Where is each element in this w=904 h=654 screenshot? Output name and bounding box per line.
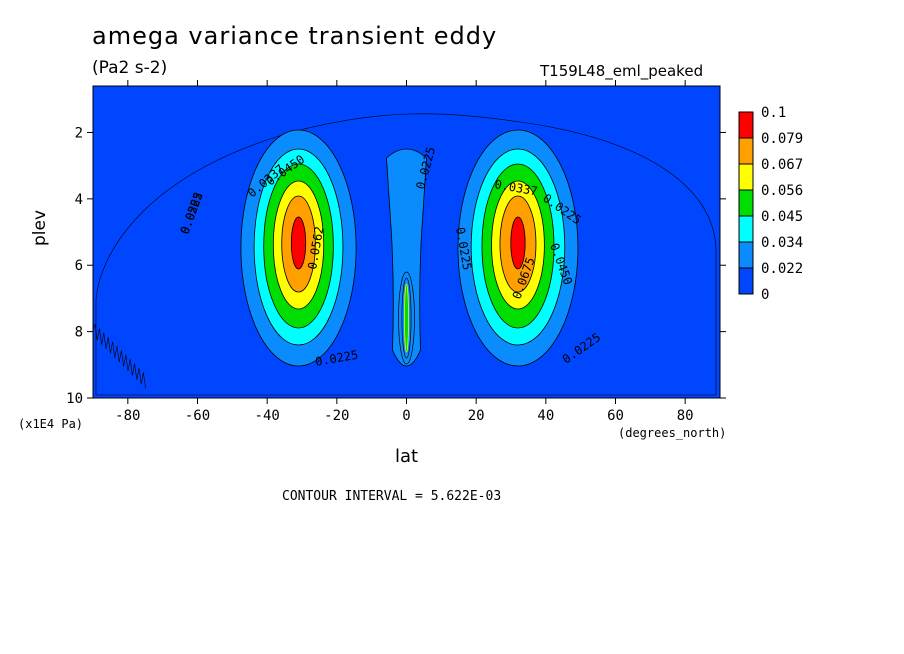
x-tick-label: 80 <box>677 408 694 424</box>
colorbar-label: 0.056 <box>761 183 803 199</box>
colorbar-swatch <box>738 137 754 165</box>
north-lobe-contour-5 <box>510 216 526 270</box>
y-axis: 2 4 6 8 10 <box>66 125 726 407</box>
equatorial-contour-2 <box>404 283 409 353</box>
colorbar-swatch <box>738 189 754 217</box>
x-tick-label: -40 <box>255 408 280 424</box>
colorbar-label: 0.079 <box>761 131 803 147</box>
colorbar-label: 0.067 <box>761 157 803 173</box>
colorbar-swatch <box>738 241 754 269</box>
colorbar-swatch <box>738 163 754 191</box>
colorbar-swatch <box>738 111 754 139</box>
x-tick-label: -20 <box>324 408 349 424</box>
south-lobe-contour-5 <box>290 216 307 270</box>
x-axis: -80 -60 -40 -20 0 20 40 60 80 <box>115 80 694 424</box>
equatorial-contour-1 <box>401 277 412 359</box>
colorbar-swatch <box>738 215 754 243</box>
y-tick-label: 6 <box>75 258 83 274</box>
run-name: T159L48_eml_peaked <box>540 62 704 80</box>
equatorial-contour-0 <box>398 271 415 365</box>
colorbar-label: 0.022 <box>761 261 803 277</box>
y-axis-title: plev <box>30 209 50 246</box>
y-tick-label: 10 <box>66 391 83 407</box>
y-tick-label: 8 <box>75 325 83 341</box>
colorbar-label: 0.034 <box>761 235 803 251</box>
x-axis-title: lat <box>395 446 419 467</box>
x-tick-label: -60 <box>185 408 210 424</box>
colorbar: 0.1 0.079 0.067 0.056 0.045 0.034 0.022 0 <box>738 105 803 303</box>
colorbar-label: 0.1 <box>761 105 786 121</box>
outer-contour <box>95 113 717 396</box>
colorbar-label: 0.045 <box>761 209 803 225</box>
x-tick-label: 40 <box>537 408 554 424</box>
chart-units: (Pa2 s-2) <box>92 58 168 78</box>
y-tick-label: 4 <box>75 192 83 208</box>
x-tick-label: -80 <box>115 408 140 424</box>
colorbar-swatch <box>738 267 754 295</box>
polar-noise-contour <box>93 323 146 389</box>
chart-title: amega variance transient eddy <box>92 22 498 50</box>
contour-plot-area <box>93 86 720 398</box>
colorbar-label: 0 <box>761 287 769 303</box>
x-tick-label: 20 <box>468 408 485 424</box>
x-tick-label: 60 <box>607 408 624 424</box>
contour-interval: CONTOUR INTERVAL = 5.622E-03 <box>282 489 502 504</box>
x-tick-label: 0 <box>402 408 410 424</box>
y-tick-label: 2 <box>75 125 83 141</box>
equatorial-column-contour <box>386 148 427 367</box>
x-axis-units: (degrees_north) <box>618 426 727 440</box>
y-axis-units: (x1E4 Pa) <box>18 417 84 431</box>
